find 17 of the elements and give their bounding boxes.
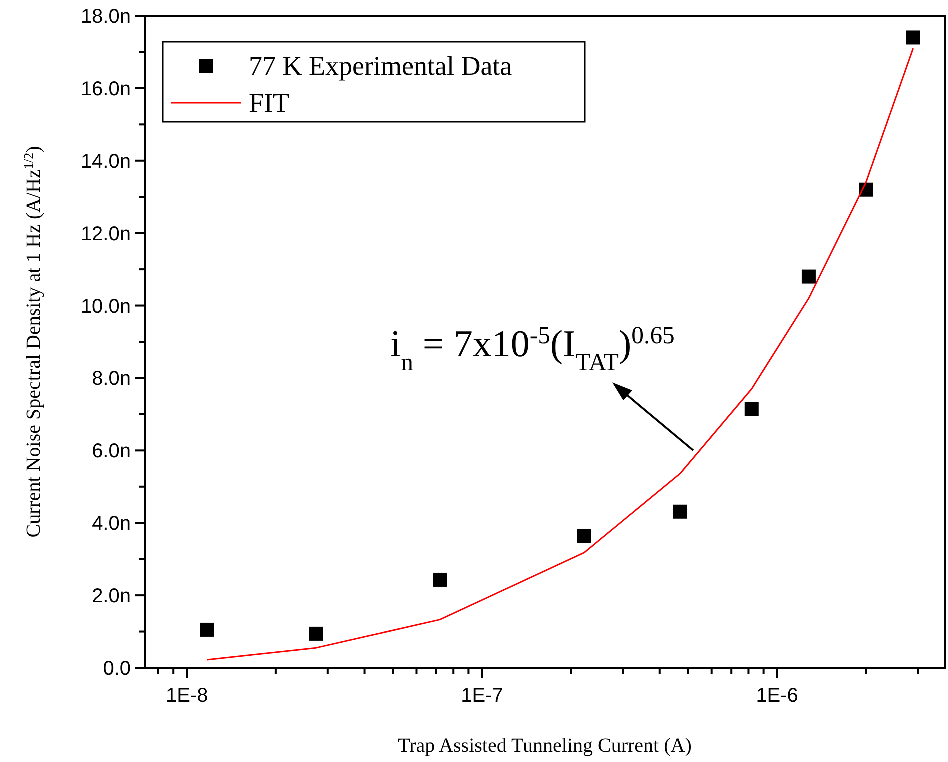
y-tick-label: 14.0n <box>80 150 131 173</box>
y-tick-label: 0.0 <box>103 658 131 680</box>
y-tick-label: 16.0n <box>80 78 131 100</box>
annotation: i$_{n}$ = 7x10$^{-5}$(I$_{TAT}$)$^{0.65}$ <box>390 322 675 376</box>
legend-label: FIT <box>249 88 290 118</box>
x-tick-label: 1E-7 <box>461 685 504 707</box>
y-tick-label: 4.0n <box>92 513 131 536</box>
x-axis-title: Trap Assisted Tunneling Current (A) <box>398 735 692 757</box>
x-tick-label: 1E-8 <box>166 685 208 707</box>
y-tick-label: 2.0n <box>92 586 131 608</box>
legend-label: 77 K Experimental Data <box>249 51 512 81</box>
y-tick-label: 8.0n <box>92 368 131 390</box>
y-tick-label: 6.0n <box>92 440 131 463</box>
y-tick-label: 18.0n <box>80 6 131 28</box>
x-tick-label: 1E-6 <box>756 685 798 707</box>
y-tick-label: 12.0n <box>80 223 131 246</box>
y-tick-label: 10.0n <box>80 296 131 318</box>
